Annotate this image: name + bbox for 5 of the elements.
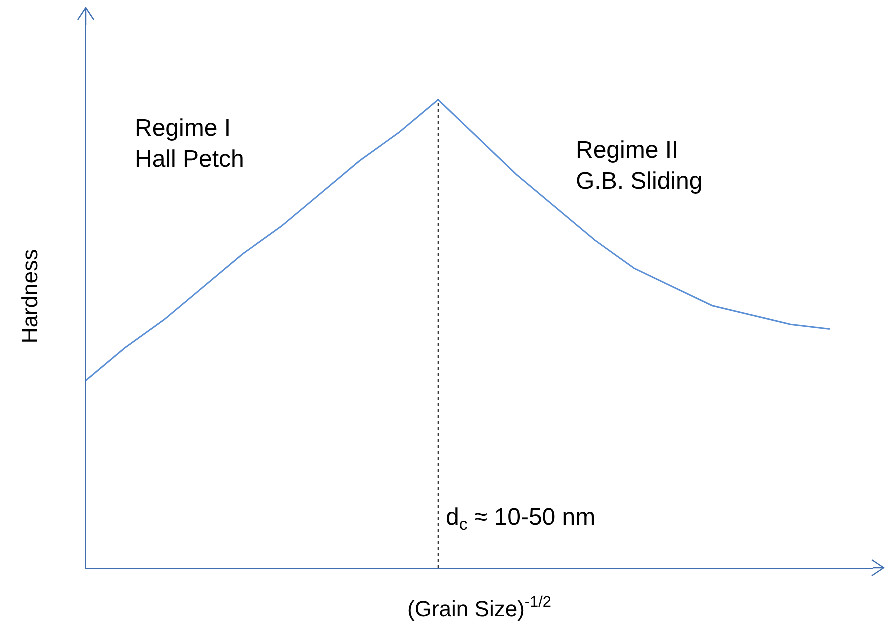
annotation: d$_{c}$ ≈ 10-50 nm xyxy=(446,504,596,534)
x-axis-title: (Grain Size)$^{-1/2}$ xyxy=(408,594,552,622)
annotation: Regime I Hall Petch xyxy=(135,115,244,174)
y-axis-title: Hardness xyxy=(18,249,43,344)
annotation: Regime II G.B. Sliding xyxy=(576,137,703,196)
